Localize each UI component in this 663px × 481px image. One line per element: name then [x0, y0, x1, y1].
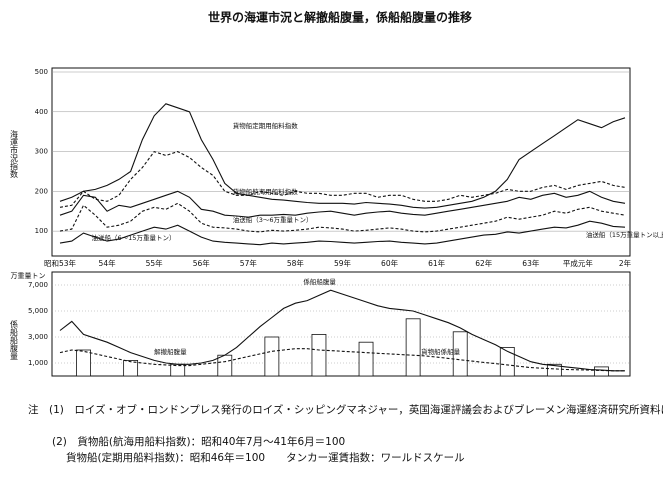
x-tick-label: 昭和53年	[44, 258, 77, 268]
x-tick-label: 62年	[475, 258, 493, 268]
y-tick-label: 400	[35, 108, 48, 116]
bar	[594, 366, 609, 377]
x-tick-label: 61年	[428, 258, 446, 268]
top-frame	[51, 67, 631, 257]
series-label: 貨物船係船量	[421, 347, 461, 356]
line	[59, 150, 626, 208]
series-label: 油送船（6～15万重量トン）	[92, 233, 176, 242]
bar	[499, 346, 515, 377]
x-tick-label: 60年	[381, 258, 399, 268]
x-tick-label: 59年	[334, 258, 352, 268]
note: (2) 貨物船(航海用船料指数)：昭和40年7月～41年6月＝100	[52, 436, 346, 448]
y-axis-label: 係船船腹量	[10, 320, 19, 360]
x-tick-label: 63年	[522, 258, 540, 268]
x-tick-label: 56年	[193, 258, 211, 268]
bar	[311, 333, 327, 377]
line	[59, 190, 626, 218]
y-tick-label: 3,000	[28, 333, 48, 341]
x-tick-label: 54年	[99, 258, 117, 268]
series-label: 油送船（3～6万重量トン）	[233, 215, 313, 224]
unit-label: 万重量トン	[11, 272, 46, 280]
chart: 世界の海運市況と解撤船腹量，係船船腹量の推移 海運市況指数 万重量トン 係船船腹…	[10, 10, 663, 377]
y-tick-label: 1,000	[28, 359, 48, 367]
note: 注 (1) ロイズ・オブ・ロンドンプレス発行のロイズ・シッピングマネジャー，英国…	[28, 404, 663, 416]
note: 貨物船(定期用船料指数)：昭和46年＝100 タンカー運賃指数：ワールドスケール	[66, 452, 465, 464]
x-tick-label: 55年	[146, 258, 164, 268]
line	[59, 220, 626, 246]
y-tick-label: 7,000	[28, 281, 48, 289]
y-tick-label: 100	[35, 227, 48, 235]
series-label: 貨物船定期用船料指数	[233, 121, 299, 130]
bar	[546, 363, 562, 377]
y-tick-label: 500	[35, 68, 48, 76]
line	[59, 289, 625, 372]
line	[59, 103, 626, 209]
series-label: 係船船腹量	[303, 277, 336, 286]
line	[59, 202, 626, 233]
series-label: 油送船（15万重量トン以上）	[586, 230, 663, 239]
bar	[123, 359, 139, 377]
bar	[170, 363, 186, 377]
series-label: 解撤船腹量	[154, 347, 187, 356]
bar	[76, 349, 91, 377]
series-label: 貨物船航海用船料指数	[233, 187, 299, 196]
y-tick-label: 200	[35, 187, 48, 195]
x-tick-label: 平成元年	[563, 258, 593, 268]
x-tick-label: 57年	[240, 258, 258, 268]
x-tick-label: 58年	[287, 258, 305, 268]
chart-title: 世界の海運市況と解撤船腹量，係船船腹量の推移	[208, 10, 472, 25]
bar	[452, 331, 468, 377]
bottom-frame	[51, 271, 631, 377]
bar	[217, 354, 233, 377]
y-axis-label: 海運市況指数	[10, 129, 19, 179]
x-tick-label: 2年	[619, 258, 632, 268]
bar	[405, 318, 421, 377]
bar	[358, 341, 374, 377]
bar	[264, 336, 280, 377]
y-tick-label: 5,000	[28, 307, 48, 315]
y-tick-label: 300	[35, 148, 48, 156]
line	[59, 348, 625, 372]
